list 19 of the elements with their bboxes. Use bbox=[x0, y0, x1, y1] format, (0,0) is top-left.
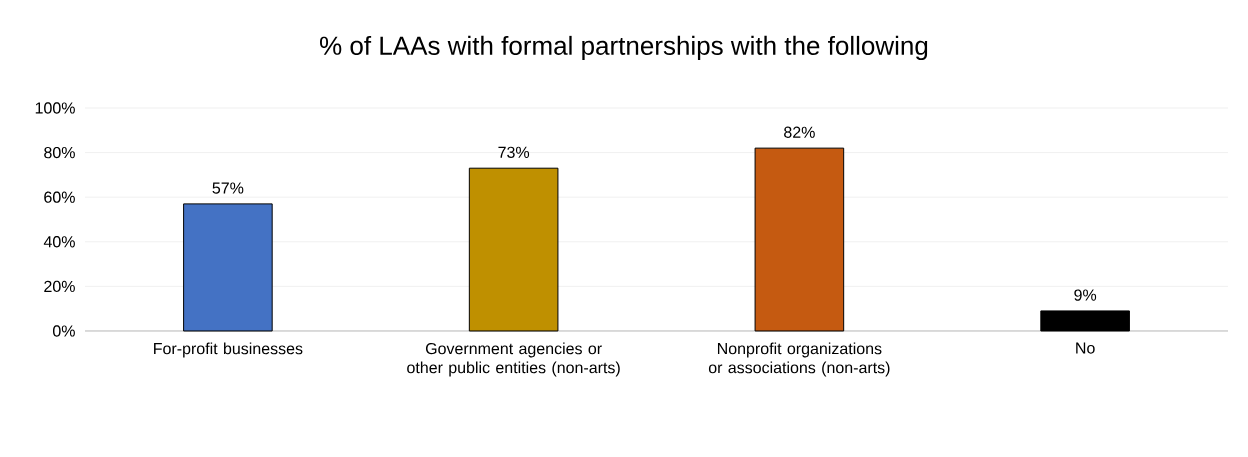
y-tick-label: 60% bbox=[44, 191, 75, 203]
y-tick-label: 100% bbox=[35, 102, 75, 114]
y-tick-label: 20% bbox=[44, 280, 75, 293]
y-tick-label: 80% bbox=[44, 146, 75, 159]
data-label: 82% bbox=[784, 126, 815, 138]
data-label: 9% bbox=[1074, 289, 1097, 301]
x-tick-label: Nonprofit organizations or associations (non-arts) bbox=[708, 342, 890, 377]
x-tick-label: No bbox=[1076, 342, 1095, 354]
chart-title: % of LAAs with formal partnerships with the following bbox=[320, 35, 928, 61]
data-label: 57% bbox=[212, 182, 244, 194]
bar bbox=[183, 203, 273, 332]
bar bbox=[754, 147, 845, 332]
y-tick-label: 0% bbox=[52, 325, 75, 337]
x-tick-label: For-profit businesses bbox=[154, 342, 303, 358]
y-tick-label: 40% bbox=[43, 236, 75, 248]
x-tick-label: Government agencies or other public entities (non-arts) bbox=[407, 342, 620, 377]
data-label: 73% bbox=[498, 146, 530, 158]
bar bbox=[468, 167, 559, 332]
bar bbox=[1040, 310, 1130, 332]
